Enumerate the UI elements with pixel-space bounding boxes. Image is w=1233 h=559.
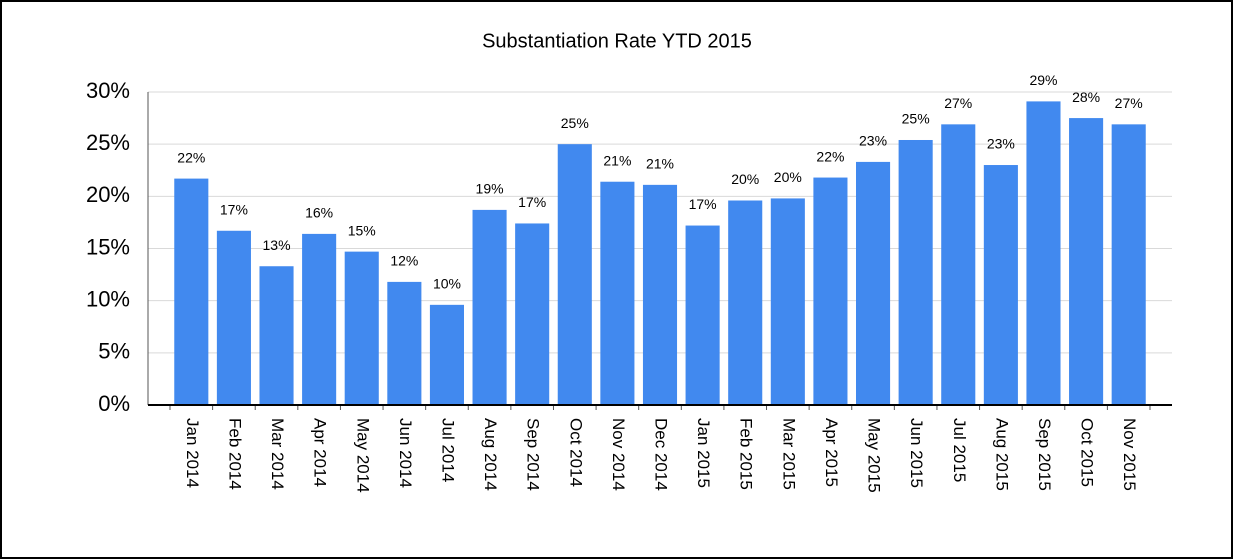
bar	[941, 124, 976, 406]
value-label: 28%	[1072, 89, 1100, 105]
bar	[302, 233, 337, 405]
x-tick-label: Dec 2014	[652, 418, 671, 491]
value-label: 17%	[689, 196, 717, 212]
y-tick-label: 20%	[86, 182, 130, 207]
y-tick-label: 25%	[86, 130, 130, 155]
x-tick-label: Aug 2015	[992, 418, 1011, 491]
value-label: 23%	[987, 136, 1015, 152]
bar	[642, 184, 678, 405]
value-label: 20%	[731, 171, 759, 187]
bar	[983, 165, 1018, 405]
value-label: 25%	[561, 115, 589, 131]
x-tick-label: Jun 2014	[396, 418, 415, 488]
x-tick-label: Sep 2014	[524, 418, 543, 491]
x-tick-label: Jun 2015	[907, 418, 926, 488]
bar	[429, 304, 464, 405]
y-tick-label: 5%	[98, 339, 130, 364]
value-label: 12%	[390, 253, 418, 269]
value-label: 17%	[220, 201, 248, 217]
value-label: 15%	[348, 222, 376, 238]
x-tick-label: Nov 2014	[609, 418, 628, 491]
value-label: 27%	[944, 95, 972, 111]
bar	[1111, 124, 1146, 406]
x-tick-label: Feb 2014	[225, 418, 244, 490]
x-tick-label: Apr 2014	[311, 418, 330, 487]
bar	[813, 177, 848, 405]
bar	[770, 198, 805, 405]
bar	[344, 251, 379, 405]
chart-title: Substantiation Rate YTD 2015	[482, 30, 752, 52]
y-tick-label: 10%	[86, 286, 130, 311]
bar	[387, 281, 422, 405]
value-label: 13%	[263, 237, 291, 253]
x-tick-label: Apr 2015	[822, 418, 841, 487]
value-label: 23%	[859, 133, 887, 149]
bar	[1069, 118, 1104, 405]
bar	[856, 161, 891, 405]
bar	[685, 225, 720, 405]
x-tick-label: Sep 2015	[1035, 418, 1054, 491]
value-label: 16%	[305, 205, 333, 221]
x-tick-label: Oct 2015	[1078, 418, 1097, 487]
value-label: 17%	[518, 194, 546, 210]
bar	[1026, 101, 1061, 405]
bar	[728, 200, 763, 405]
x-tick-label: Jul 2014	[438, 418, 457, 482]
x-tick-label: Jul 2015	[950, 418, 969, 482]
y-tick-label: 15%	[86, 234, 130, 259]
x-tick-label: Jan 2015	[694, 418, 713, 488]
x-tick-label: May 2015	[865, 418, 884, 493]
value-label: 22%	[177, 149, 205, 165]
x-tick-label: Aug 2014	[481, 418, 500, 491]
value-label: 29%	[1029, 72, 1057, 88]
x-tick-label: Oct 2014	[566, 418, 585, 487]
bar	[898, 139, 933, 405]
x-tick-label: Mar 2014	[268, 418, 287, 490]
value-label: 22%	[816, 148, 844, 164]
value-label: 25%	[902, 111, 930, 127]
x-tick-label: Feb 2015	[737, 418, 756, 490]
value-label: 27%	[1115, 95, 1143, 111]
x-tick-label: Nov 2015	[1120, 418, 1139, 491]
value-label: 10%	[433, 276, 461, 292]
bar	[557, 144, 592, 405]
bar	[259, 266, 294, 405]
value-label: 19%	[476, 181, 504, 197]
bar	[472, 209, 507, 405]
x-tick-label: May 2014	[353, 418, 372, 493]
x-tick-label: Mar 2015	[779, 418, 798, 490]
value-label: 21%	[646, 156, 674, 172]
value-label: 21%	[603, 152, 631, 168]
value-label: 20%	[774, 169, 802, 185]
bar	[216, 230, 251, 405]
bar	[515, 223, 550, 405]
y-tick-label: 30%	[86, 78, 130, 103]
y-tick-label: 0%	[98, 391, 130, 416]
x-tick-label: Jan 2014	[183, 418, 202, 488]
bar	[174, 178, 209, 405]
bar	[600, 181, 635, 405]
